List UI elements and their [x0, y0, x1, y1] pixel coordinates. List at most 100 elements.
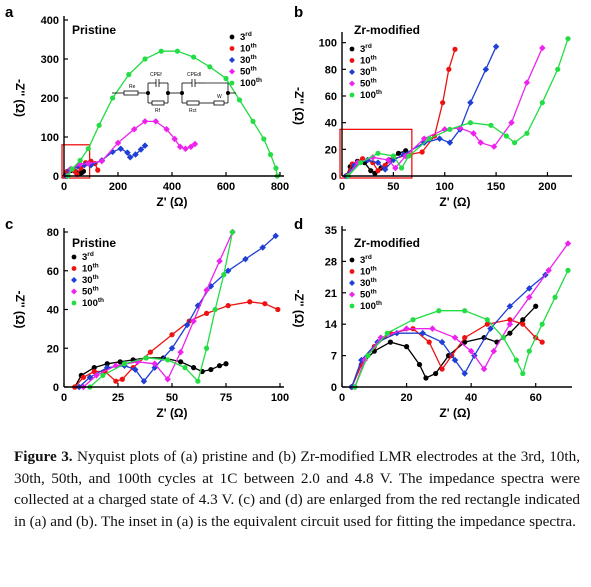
legend-label: 30th — [360, 66, 377, 78]
data-point — [229, 229, 236, 235]
y-tick-label: 80 — [325, 64, 337, 76]
inset-label: W — [217, 94, 222, 100]
data-point — [171, 135, 178, 143]
data-point — [490, 347, 497, 355]
data-point — [484, 317, 490, 323]
series-line — [354, 270, 569, 388]
data-point — [426, 339, 432, 345]
y-tick-label: 300 — [41, 54, 59, 66]
data-point — [462, 339, 468, 345]
series-line — [354, 243, 569, 388]
data-point — [182, 145, 189, 152]
data-point — [117, 359, 123, 365]
legend-marker — [71, 266, 77, 271]
y-tick-label: 0 — [53, 382, 59, 394]
x-tick-label: 0 — [339, 392, 345, 404]
data-point — [223, 75, 229, 82]
panel-tag: b — [294, 4, 303, 21]
x-axis-label: Z' (Ω) — [156, 406, 187, 420]
data-point — [195, 378, 201, 384]
data-point — [506, 303, 514, 310]
legend-label: 10th — [240, 43, 257, 55]
data-point — [216, 363, 223, 369]
data-point — [203, 310, 210, 316]
legend-marker — [349, 257, 355, 263]
data-point — [439, 366, 445, 372]
x-tick-label: 25 — [112, 392, 124, 404]
legend-label: 30th — [82, 274, 99, 286]
y-tick-label: 35 — [325, 225, 337, 237]
data-point — [392, 164, 399, 172]
data-point — [130, 125, 138, 133]
inset-label: Rct — [189, 108, 197, 114]
data-point — [207, 64, 213, 70]
data-point — [247, 299, 253, 305]
legend-marker — [349, 92, 355, 98]
data-point — [524, 130, 530, 136]
legend-marker — [229, 46, 235, 51]
panel-title: Pristine — [72, 23, 116, 37]
legend-label: 100th — [82, 297, 104, 309]
y-tick-label: 80 — [47, 227, 59, 239]
data-point — [511, 140, 518, 146]
data-point — [187, 143, 195, 150]
data-point — [436, 135, 443, 142]
data-point — [375, 150, 381, 156]
series-100th — [65, 48, 280, 179]
series-line — [347, 38, 569, 177]
data-point — [164, 376, 171, 383]
data-point — [182, 365, 188, 371]
data-point — [114, 139, 122, 147]
data-point — [520, 321, 526, 327]
caption-label: Figure 3. — [14, 448, 73, 465]
data-point — [446, 66, 452, 72]
data-point — [117, 145, 124, 152]
data-point — [132, 151, 139, 158]
legend-label: 30th — [360, 277, 377, 289]
legend-marker — [229, 80, 235, 86]
data-point — [77, 157, 83, 163]
legend-label: 3rd — [360, 43, 372, 55]
legend-marker — [71, 300, 77, 306]
data-point — [104, 361, 110, 367]
inset-label: Rf — [155, 108, 161, 114]
data-point — [539, 100, 545, 106]
data-point — [365, 353, 371, 359]
legend-label: 100th — [240, 77, 262, 89]
data-point — [508, 119, 515, 126]
x-tick-label: 40 — [465, 392, 477, 404]
data-point — [259, 244, 266, 251]
data-point — [438, 338, 446, 346]
panel-tag: d — [294, 216, 303, 233]
x-tick-label: 150 — [487, 181, 505, 193]
x-tick-label: 0 — [339, 181, 345, 193]
legend-label: 3rd — [82, 251, 94, 263]
data-point — [470, 130, 477, 137]
data-point — [110, 95, 116, 101]
data-point — [503, 133, 509, 139]
data-point — [124, 149, 131, 156]
caption-text: Nyquist plots of (a) pristine and (b) Zr… — [14, 448, 580, 530]
legend-label: 10th — [360, 266, 377, 278]
y-tick-label: 14 — [325, 319, 338, 331]
data-point — [446, 139, 454, 146]
data-point — [142, 56, 148, 62]
data-point — [555, 66, 561, 72]
data-point — [147, 349, 153, 355]
y-tick-label: 20 — [325, 144, 337, 156]
data-point — [168, 345, 176, 352]
y-axis-label: -Z'' (Ω) — [13, 79, 27, 117]
data-point — [520, 370, 526, 377]
y-tick-label: 20 — [47, 343, 59, 355]
data-point — [440, 100, 446, 106]
legend-marker — [349, 280, 355, 286]
y-tick-label: 60 — [325, 91, 337, 103]
legend-marker — [349, 58, 355, 63]
data-point — [126, 72, 132, 78]
x-tick-label: 75 — [220, 392, 232, 404]
data-point — [488, 122, 494, 128]
y-tick-label: 21 — [325, 288, 337, 300]
x-tick-label: 50 — [387, 181, 399, 193]
